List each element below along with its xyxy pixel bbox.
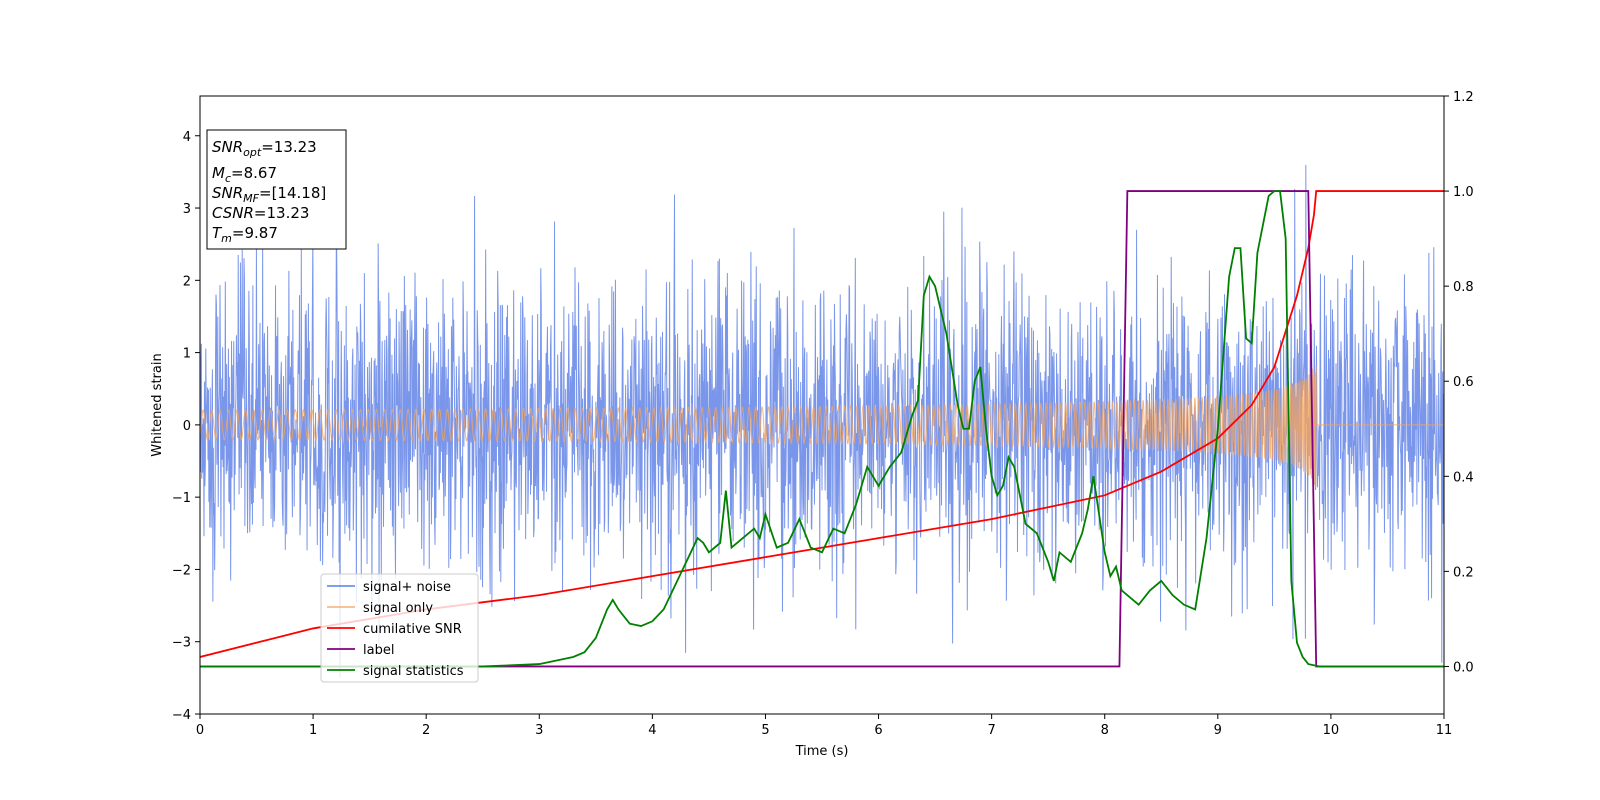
axes-layer: 0 1 2 3 4 5 6 7 8 9 10 11 −4 −3 −2 −1 0 1 2 3 4 0.0 0.2 0.4 0.6 0…: [172, 90, 1474, 738]
annotation-frame: [206, 129, 347, 250]
y-tick-label: 0: [183, 419, 191, 434]
x-tick-label: 10: [1323, 723, 1340, 738]
y-right-tick-label: 0.4: [1453, 470, 1474, 485]
y-tick-label: 1: [183, 347, 191, 362]
x-tick-label: 7: [987, 723, 995, 738]
legend-label-label: label: [363, 643, 394, 658]
legend: signal+ noise signal only cumilative SNR la…: [320, 573, 479, 683]
series-line-cumilative-snr: [200, 190, 1444, 658]
series-line-signal-noise: [200, 164, 1444, 678]
plot-frame: [199, 95, 1445, 715]
annotation-line: SNRopt=13.23: [212, 138, 317, 159]
series-layer: [200, 164, 1444, 678]
annotation-box: SNRopt=13.23 Mc=8.67SNRMF=[14.18]CSNR=13.…: [206, 129, 347, 250]
y-tick-label: 2: [183, 274, 191, 289]
y-tick-label: −2: [172, 563, 191, 578]
y-right-tick-label: 1.2: [1453, 90, 1474, 105]
x-tick-label: 0: [196, 723, 204, 738]
x-tick-label: 9: [1214, 723, 1222, 738]
x-tick-label: 2: [422, 723, 430, 738]
annotation-line: Mc=8.67: [212, 164, 277, 185]
x-tick-label: 5: [761, 723, 769, 738]
x-tick-label: 11: [1436, 723, 1453, 738]
y-axis-label: Whitened strain: [150, 353, 165, 456]
y-right-tick-label: 0.2: [1453, 565, 1474, 580]
legend-frame: [320, 573, 479, 683]
legend-label-signal-only: signal only: [363, 601, 433, 616]
legend-label-signal-statistics: signal statistics: [363, 664, 464, 679]
x-tick-label: 3: [535, 723, 543, 738]
y-right-tick-label: 0.0: [1453, 660, 1474, 675]
y-tick-label: 4: [183, 130, 191, 145]
series-line-signal-statistics: [200, 190, 1444, 668]
y-right-tick-label: 0.8: [1453, 280, 1474, 295]
x-tick-label: 1: [309, 723, 317, 738]
series-line-signal-only: [200, 366, 1444, 489]
legend-label-signal-noise: signal+ noise: [363, 580, 451, 595]
x-tick-label: 8: [1101, 723, 1109, 738]
y-tick-label: −4: [172, 708, 191, 723]
y-right-tick-label: 0.6: [1453, 375, 1474, 390]
y-right-tick-label: 1.0: [1453, 185, 1474, 200]
y-tick-label: 3: [183, 202, 191, 217]
x-tick-label: 4: [648, 723, 656, 738]
x-tick-label: 6: [874, 723, 882, 738]
annotation-line: SNRMF=[14.18]: [212, 184, 326, 205]
annotation-line: Tm=9.87: [212, 224, 278, 245]
annotation-line: CSNR=13.23: [212, 204, 309, 222]
x-axis-label: Time (s): [795, 744, 849, 759]
y-tick-label: −1: [172, 491, 191, 506]
y-tick-label: −3: [172, 636, 191, 651]
legend-label-cumilative-snr: cumilative SNR: [363, 622, 462, 637]
